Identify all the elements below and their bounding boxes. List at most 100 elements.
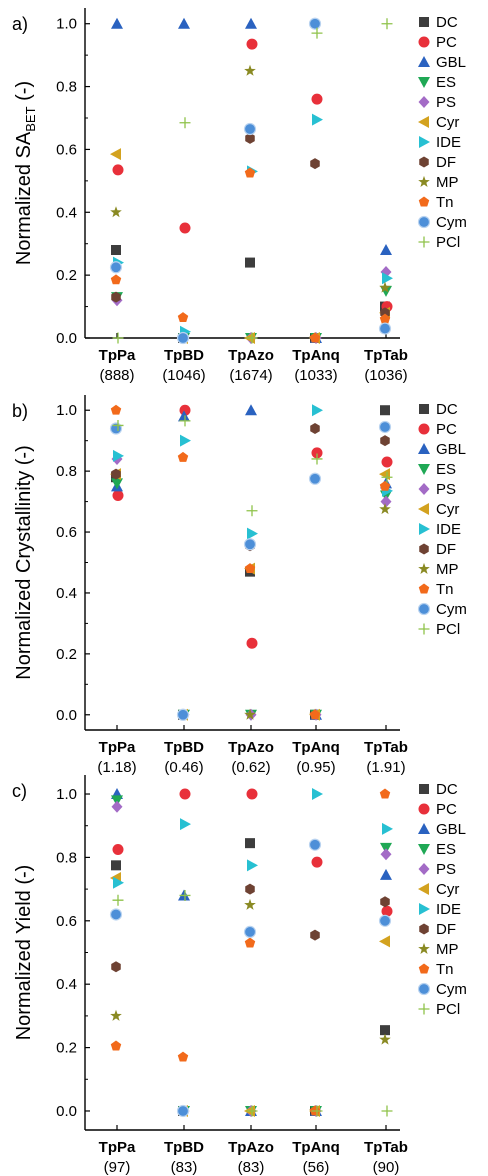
data-point-ps bbox=[111, 800, 123, 813]
data-point-ide bbox=[180, 434, 191, 447]
legend-marker-pc bbox=[418, 803, 430, 815]
data-point-cym bbox=[176, 708, 190, 721]
data-point-gbl bbox=[380, 868, 392, 880]
legend-marker-ide bbox=[419, 136, 430, 148]
data-point-ide bbox=[247, 859, 258, 872]
x-category-value: (1.91) bbox=[366, 759, 405, 776]
legend-marker-tn bbox=[418, 196, 430, 207]
x-tick-label: TpPa bbox=[99, 739, 136, 756]
y-tick-label: 0.0 bbox=[56, 1103, 77, 1120]
data-point-gbl bbox=[178, 410, 190, 422]
data-point-tn bbox=[177, 312, 189, 323]
legend-label-tn: Tn bbox=[436, 194, 454, 211]
legend-marker-cyr bbox=[418, 503, 429, 515]
data-point-gbl bbox=[245, 404, 257, 416]
data-point-gbl bbox=[245, 17, 257, 29]
data-point-pcl bbox=[246, 1105, 258, 1117]
data-point-cym bbox=[109, 908, 123, 921]
data-point-pc bbox=[179, 404, 191, 416]
x-tick-label: TpAnq bbox=[292, 739, 339, 756]
legend-marker-cyr bbox=[418, 883, 429, 895]
data-point-cym bbox=[176, 1104, 190, 1118]
y-tick-label: 1.0 bbox=[56, 786, 77, 803]
legend-marker-es bbox=[418, 464, 430, 475]
y-tick-label: 0.6 bbox=[56, 913, 77, 930]
legend-label-cyr: Cyr bbox=[436, 114, 459, 131]
x-tick-label: TpAzo bbox=[228, 739, 274, 756]
legend-label-gbl: GBL bbox=[436, 441, 466, 458]
chart-panel-2: b) 0.0 0.2 0.4 0.6 0.8 1.0 Normalized Crystalli… bbox=[12, 395, 467, 776]
x-tick-label: TpAzo bbox=[228, 347, 274, 364]
data-point-tn bbox=[244, 563, 256, 574]
data-point-gbl bbox=[178, 17, 190, 29]
y-tick-label: 0.2 bbox=[56, 1040, 77, 1057]
y-tick-label: 0.2 bbox=[56, 646, 77, 663]
legend-marker-mp bbox=[418, 942, 430, 954]
panel-label: b) bbox=[12, 401, 28, 421]
y-tick-label: 0.6 bbox=[56, 524, 77, 541]
data-point-tn bbox=[110, 1040, 122, 1051]
data-point-cym bbox=[243, 925, 257, 938]
legend-label-gbl: GBL bbox=[436, 821, 466, 838]
legend-label-mp: MP bbox=[436, 174, 459, 191]
legend-marker-gbl bbox=[418, 823, 430, 834]
data-point-ide bbox=[312, 404, 323, 417]
legend-label-cym: Cym bbox=[436, 981, 467, 998]
y-tick-label: 0.4 bbox=[56, 585, 77, 602]
x-tick-label: TpTab bbox=[364, 347, 408, 364]
data-point-dc bbox=[111, 245, 121, 255]
x-category-value: (97) bbox=[104, 1159, 131, 1176]
x-category-value: (1033) bbox=[294, 367, 337, 384]
data-point-cym bbox=[243, 538, 257, 551]
data-point-cym bbox=[308, 838, 322, 851]
y-tick-label: 0.0 bbox=[56, 707, 77, 724]
legend-label-pc: PC bbox=[436, 801, 457, 818]
data-point-pc bbox=[112, 490, 124, 501]
legend-marker-ps bbox=[418, 483, 430, 495]
data-point-df bbox=[380, 896, 390, 908]
legend-marker-tn bbox=[418, 583, 430, 594]
legend-marker-cym bbox=[417, 215, 431, 229]
data-point-mp bbox=[379, 281, 391, 293]
legend-label-pc: PC bbox=[436, 421, 457, 438]
data-point-pcl bbox=[112, 332, 124, 344]
data-point-tn bbox=[379, 788, 391, 799]
data-point-tn bbox=[244, 167, 256, 178]
legend-marker-ps bbox=[418, 863, 430, 875]
data-point-pcl bbox=[112, 419, 124, 431]
legend-marker-mp bbox=[418, 562, 430, 574]
legend-marker-gbl bbox=[418, 56, 430, 67]
data-point-dc bbox=[380, 405, 390, 416]
legend-label-mp: MP bbox=[436, 941, 459, 958]
legend-label-pcl: PCl bbox=[436, 1001, 460, 1018]
legend-marker-es bbox=[418, 844, 430, 855]
y-axis-label: Normalized Yield (-) bbox=[13, 865, 35, 1041]
x-category-value: (1674) bbox=[229, 367, 272, 384]
data-point-df bbox=[310, 158, 320, 170]
y-tick-label: 0.4 bbox=[56, 976, 77, 993]
data-point-pcl bbox=[381, 471, 393, 483]
data-point-pc bbox=[311, 447, 323, 459]
legend-label-ps: PS bbox=[436, 861, 456, 878]
chart-panel-3: c) 0.0 0.2 0.4 0.6 0.8 1.0 Normalized Yield (-)… bbox=[12, 775, 467, 1176]
legend-label-es: ES bbox=[436, 841, 456, 858]
data-point-es bbox=[111, 478, 123, 490]
data-point-pc bbox=[246, 38, 258, 50]
legend-label-cym: Cym bbox=[436, 214, 467, 231]
data-point-cym bbox=[378, 322, 392, 335]
data-point-dc bbox=[111, 860, 121, 871]
y-tick-label: 0.2 bbox=[56, 267, 77, 284]
legend-label-df: DF bbox=[436, 921, 456, 938]
x-category-value: (83) bbox=[238, 1159, 265, 1176]
legend-marker-dc bbox=[419, 17, 429, 27]
legend-label-cyr: Cyr bbox=[436, 501, 459, 518]
data-point-pc bbox=[246, 637, 258, 649]
legend-label-ide: IDE bbox=[436, 901, 461, 918]
legend-marker-pcl bbox=[418, 236, 430, 248]
data-point-ide bbox=[113, 449, 124, 462]
legend-marker-mp bbox=[418, 175, 430, 187]
data-point-ide bbox=[113, 876, 124, 889]
x-tick-label: TpPa bbox=[99, 1139, 136, 1156]
data-point-ide bbox=[382, 272, 393, 285]
